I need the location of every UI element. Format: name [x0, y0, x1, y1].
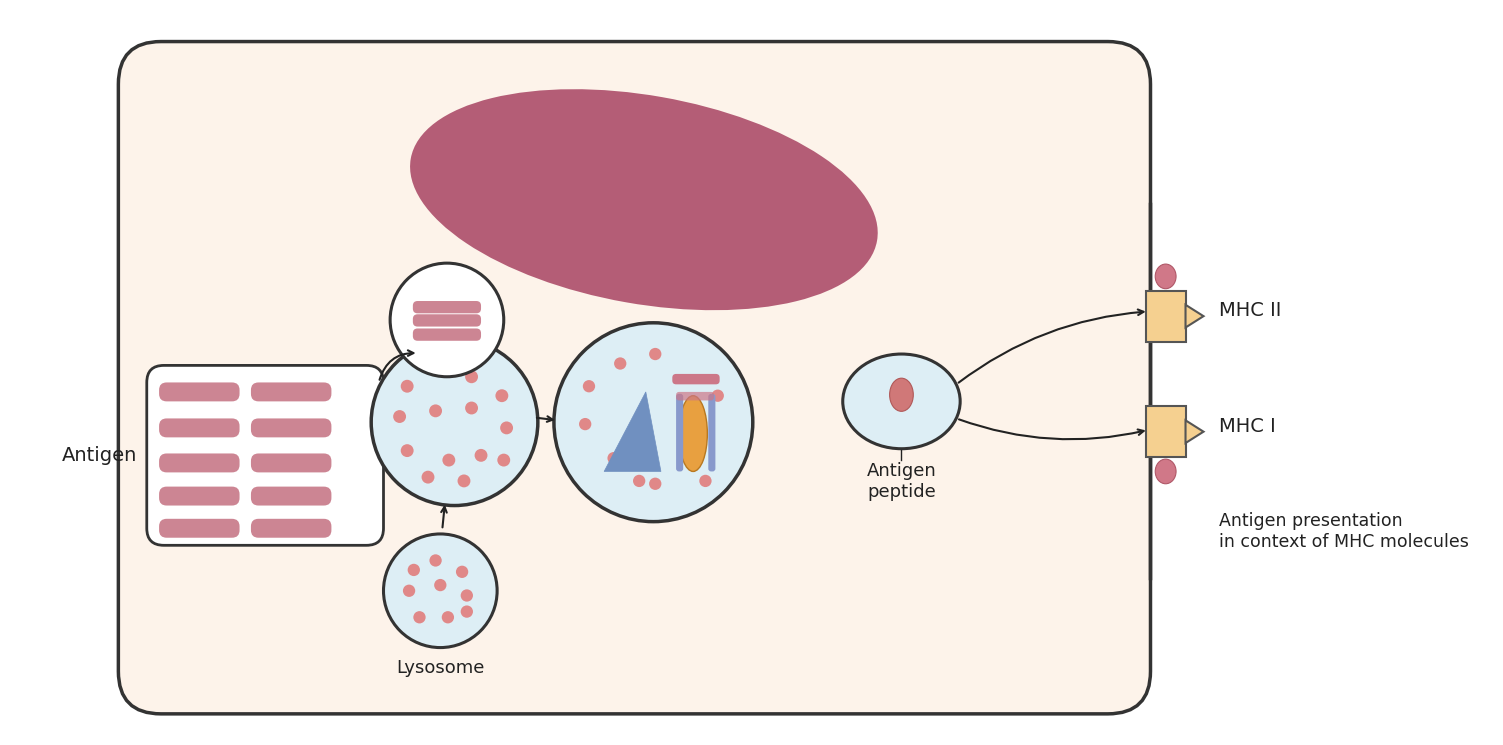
Circle shape: [431, 364, 443, 376]
FancyBboxPatch shape: [159, 419, 239, 437]
Circle shape: [497, 454, 510, 466]
FancyBboxPatch shape: [159, 486, 239, 506]
Polygon shape: [1186, 420, 1204, 443]
Ellipse shape: [843, 354, 960, 448]
Circle shape: [403, 585, 415, 597]
FancyBboxPatch shape: [251, 519, 332, 538]
Circle shape: [583, 380, 595, 393]
Polygon shape: [604, 392, 661, 472]
Circle shape: [711, 390, 724, 402]
Circle shape: [461, 606, 473, 618]
Text: Lysosome: Lysosome: [397, 659, 484, 677]
Circle shape: [615, 358, 627, 370]
Circle shape: [421, 471, 434, 484]
Ellipse shape: [410, 89, 878, 310]
FancyBboxPatch shape: [413, 314, 481, 326]
FancyBboxPatch shape: [1145, 406, 1186, 457]
FancyBboxPatch shape: [708, 394, 715, 472]
Circle shape: [383, 534, 497, 647]
FancyBboxPatch shape: [676, 394, 684, 472]
Ellipse shape: [679, 396, 708, 472]
FancyBboxPatch shape: [413, 301, 481, 314]
Circle shape: [430, 554, 442, 567]
Circle shape: [496, 389, 508, 402]
Ellipse shape: [1156, 264, 1175, 289]
Circle shape: [555, 323, 753, 522]
FancyBboxPatch shape: [159, 519, 239, 538]
FancyBboxPatch shape: [672, 374, 720, 384]
Circle shape: [430, 405, 442, 417]
Text: MHC II: MHC II: [1219, 301, 1281, 320]
Text: Antigen
peptide: Antigen peptide: [867, 462, 936, 501]
Circle shape: [461, 589, 473, 602]
FancyBboxPatch shape: [251, 419, 332, 437]
Circle shape: [579, 418, 591, 431]
Circle shape: [401, 444, 413, 457]
FancyBboxPatch shape: [119, 42, 1150, 714]
Text: MHC I: MHC I: [1219, 416, 1276, 436]
Circle shape: [394, 410, 406, 423]
FancyBboxPatch shape: [251, 382, 332, 402]
FancyBboxPatch shape: [251, 486, 332, 506]
Circle shape: [371, 339, 538, 506]
FancyBboxPatch shape: [676, 392, 714, 400]
Circle shape: [464, 402, 478, 414]
Circle shape: [457, 475, 470, 487]
Polygon shape: [1186, 305, 1204, 328]
Circle shape: [649, 348, 661, 360]
Circle shape: [434, 579, 446, 592]
Circle shape: [699, 475, 711, 487]
Circle shape: [391, 263, 504, 377]
Circle shape: [633, 475, 645, 487]
Circle shape: [464, 370, 478, 383]
Ellipse shape: [1156, 459, 1175, 484]
Circle shape: [442, 454, 455, 466]
Circle shape: [500, 422, 513, 434]
FancyBboxPatch shape: [147, 365, 383, 545]
Circle shape: [649, 478, 661, 490]
Circle shape: [407, 564, 419, 576]
Text: Antigen: Antigen: [62, 446, 137, 465]
Text: Antigen presentation
in context of MHC molecules: Antigen presentation in context of MHC m…: [1219, 512, 1468, 551]
FancyBboxPatch shape: [159, 382, 239, 402]
Circle shape: [455, 565, 469, 578]
Circle shape: [413, 611, 425, 624]
FancyBboxPatch shape: [413, 329, 481, 340]
FancyBboxPatch shape: [251, 454, 332, 472]
FancyBboxPatch shape: [1145, 291, 1186, 342]
Circle shape: [401, 380, 413, 393]
Circle shape: [442, 611, 454, 624]
Circle shape: [475, 449, 487, 462]
Circle shape: [607, 452, 619, 464]
Ellipse shape: [890, 378, 914, 411]
FancyBboxPatch shape: [159, 454, 239, 472]
